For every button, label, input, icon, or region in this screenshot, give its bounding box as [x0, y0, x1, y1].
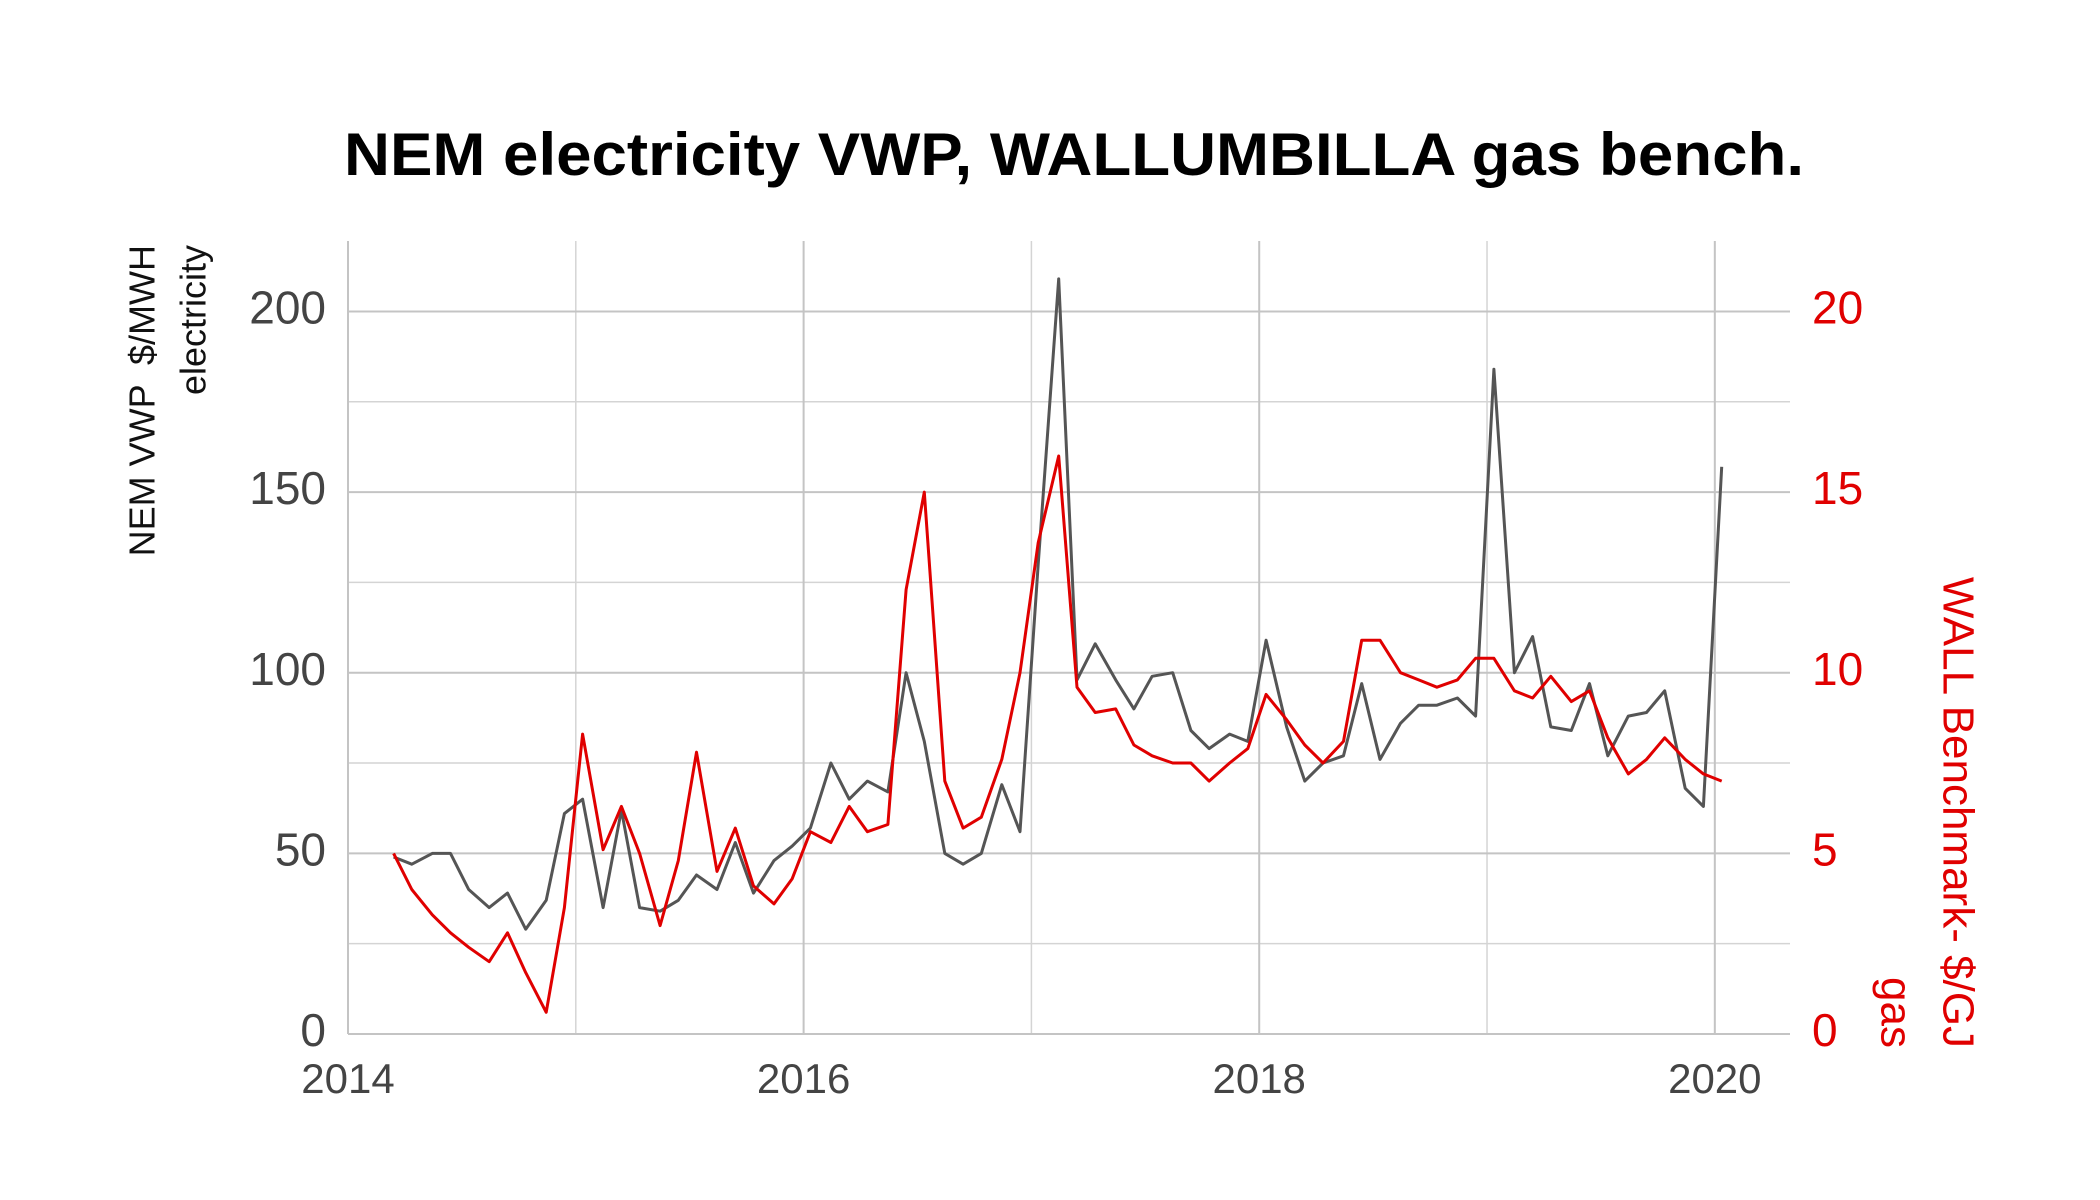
- y-tick-label: 100: [249, 643, 326, 695]
- x-tick-label: 2014: [301, 1055, 394, 1102]
- x-tick-label: 2018: [1212, 1055, 1305, 1102]
- y-tick-label: 0: [300, 1004, 326, 1056]
- y2-tick-label: 10: [1812, 643, 1863, 695]
- y-tick-label: 150: [249, 462, 326, 514]
- y2-tick-label: 20: [1812, 282, 1863, 334]
- y-axis-title: electricity: [173, 245, 214, 395]
- y-tick-label: 50: [275, 824, 326, 876]
- y2-tick-label: 15: [1812, 462, 1863, 514]
- y2-tick-label: 5: [1812, 824, 1838, 876]
- x-tick-label: 2020: [1668, 1055, 1761, 1102]
- x-tick-label: 2016: [757, 1055, 850, 1102]
- y-axis-title: NEM VWP $/MWH: [122, 245, 163, 556]
- y2-tick-label: 0: [1812, 1004, 1838, 1056]
- y-tick-label: 200: [249, 282, 326, 334]
- chart-title: NEM electricity VWP, WALLUMBILLA gas ben…: [344, 121, 1804, 188]
- y2-axis-title: gas: [1871, 977, 1920, 1048]
- line-series: [392, 454, 1723, 1014]
- line-series: [393, 277, 1724, 931]
- y2-axis-title: WALL Benchmark- $/GJ: [1933, 577, 1982, 1048]
